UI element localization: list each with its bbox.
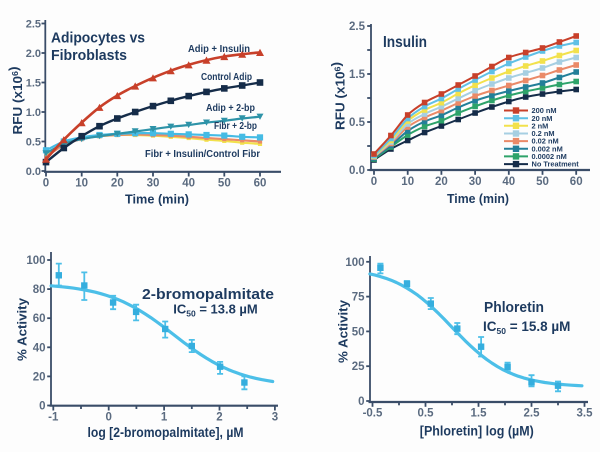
svg-text:20 nM: 20 nM xyxy=(532,114,553,123)
svg-text:2 nM: 2 nM xyxy=(532,121,549,130)
svg-text:-0.5: -0.5 xyxy=(363,408,383,420)
svg-text:Adip + Insulin: Adip + Insulin xyxy=(188,44,250,55)
svg-text:Fibr + 2-bp: Fibr + 2-bp xyxy=(214,121,257,132)
svg-text:80: 80 xyxy=(33,284,46,296)
svg-text:1.5: 1.5 xyxy=(26,77,41,89)
svg-text:Control Adip: Control Adip xyxy=(201,72,252,83)
svg-text:1.0: 1.0 xyxy=(26,107,41,119)
svg-text:0.2 nM: 0.2 nM xyxy=(532,129,555,138)
svg-text:2.5: 2.5 xyxy=(524,408,541,420)
svg-text:40: 40 xyxy=(182,178,195,190)
svg-text:75: 75 xyxy=(352,292,365,304)
svg-text:0.0: 0.0 xyxy=(349,165,365,177)
svg-text:Insulin: Insulin xyxy=(383,34,427,51)
svg-text:IC50 = 13.8 µM: IC50 = 13.8 µM xyxy=(173,302,258,319)
svg-text:60: 60 xyxy=(570,176,583,188)
svg-text:Fibroblasts: Fibroblasts xyxy=(51,48,127,64)
svg-text:0.002 nM: 0.002 nM xyxy=(532,144,563,153)
svg-text:60: 60 xyxy=(254,178,267,190)
svg-text:30: 30 xyxy=(469,176,482,188)
svg-text:RFU (x106): RFU (x106) xyxy=(6,67,25,135)
svg-text:0: 0 xyxy=(105,412,111,424)
svg-text:IC50 = 15.8 µM: IC50 = 15.8 µM xyxy=(483,319,570,336)
svg-text:Phloretin: Phloretin xyxy=(484,300,544,316)
svg-text:100: 100 xyxy=(26,255,45,267)
svg-text:Adip + 2-bp: Adip + 2-bp xyxy=(206,103,255,114)
svg-text:Adipocytes vs: Adipocytes vs xyxy=(51,31,145,47)
svg-text:30: 30 xyxy=(147,178,160,190)
svg-text:No Treatment: No Treatment xyxy=(532,160,580,169)
svg-text:2.0: 2.0 xyxy=(26,48,41,60)
svg-text:2-bromopalmitate: 2-bromopalmitate xyxy=(142,287,274,303)
svg-text:50: 50 xyxy=(218,178,231,190)
svg-text:0.0: 0.0 xyxy=(26,166,41,178)
svg-text:0: 0 xyxy=(43,178,49,190)
svg-text:Fibr + Insulin/Control Fibr: Fibr + Insulin/Control Fibr xyxy=(145,149,260,160)
svg-text:2.5: 2.5 xyxy=(26,18,41,30)
svg-text:200 nM: 200 nM xyxy=(532,106,557,115)
svg-text:3: 3 xyxy=(272,412,278,424)
svg-text:50: 50 xyxy=(352,326,365,338)
svg-text:100: 100 xyxy=(345,257,364,269)
svg-text:% Activity: % Activity xyxy=(15,297,30,361)
svg-text:60: 60 xyxy=(33,313,46,325)
svg-text:Time (min): Time (min) xyxy=(447,192,509,206)
svg-text:0.5: 0.5 xyxy=(349,117,366,129)
svg-text:0.0002 nM: 0.0002 nM xyxy=(532,152,567,161)
svg-text:20: 20 xyxy=(111,178,124,190)
svg-text:0.5: 0.5 xyxy=(418,408,435,420)
svg-text:25: 25 xyxy=(352,361,365,373)
svg-text:20: 20 xyxy=(435,176,448,188)
svg-text:Time (min): Time (min) xyxy=(125,193,189,207)
svg-text:0: 0 xyxy=(371,176,377,188)
svg-text:0.5: 0.5 xyxy=(26,136,41,148)
svg-text:2: 2 xyxy=(216,412,222,424)
svg-text:40: 40 xyxy=(33,342,46,354)
svg-text:% Activity: % Activity xyxy=(336,299,351,363)
svg-text:20: 20 xyxy=(33,371,46,383)
svg-text:50: 50 xyxy=(536,176,549,188)
svg-text:log [2-bromopalmitate], µM: log [2-bromopalmitate], µM xyxy=(88,425,244,440)
svg-text:0.02 nM: 0.02 nM xyxy=(532,137,559,146)
svg-text:2.5: 2.5 xyxy=(349,21,366,33)
svg-text:0: 0 xyxy=(358,396,364,408)
svg-text:RFU (x106): RFU (x106) xyxy=(329,62,348,130)
svg-text:1.5: 1.5 xyxy=(471,408,488,420)
svg-text:40: 40 xyxy=(502,176,515,188)
svg-text:3.5: 3.5 xyxy=(577,408,594,420)
svg-text:0: 0 xyxy=(39,401,45,413)
svg-text:[Phloretin] log (µM): [Phloretin] log (µM) xyxy=(420,424,534,439)
svg-text:1.5: 1.5 xyxy=(349,69,366,81)
svg-text:10: 10 xyxy=(401,176,414,188)
svg-text:-1: -1 xyxy=(48,412,59,424)
svg-text:10: 10 xyxy=(75,178,88,190)
svg-text:1: 1 xyxy=(161,412,168,424)
